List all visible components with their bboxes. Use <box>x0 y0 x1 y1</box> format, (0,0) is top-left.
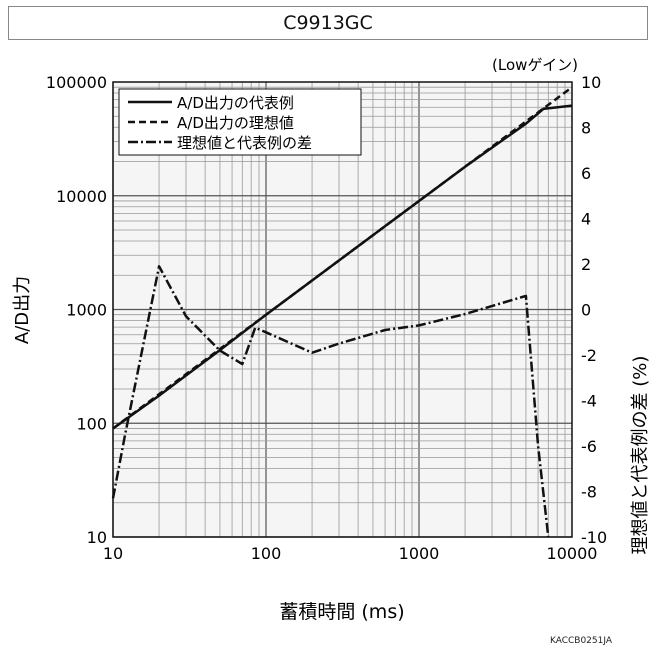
y-right-tick-label: 6 <box>581 164 591 183</box>
y-right-tick-label: 8 <box>581 119 591 138</box>
y-left-tick-label: 100 <box>76 414 107 433</box>
chart-title: C9913GC <box>8 6 648 40</box>
plot-frame <box>112 81 573 538</box>
y-right-tick-label: 4 <box>581 210 591 229</box>
y-right-tick-label: 2 <box>581 255 591 274</box>
x-tick-label: 10000 <box>547 544 598 563</box>
legend-label-difference: 理想値と代表例の差 <box>177 134 312 152</box>
y-axis-label-right: 理想値と代表例の差 (%) <box>630 356 651 555</box>
y-right-tick-label: -2 <box>581 346 597 365</box>
y-right-tick-label: -8 <box>581 483 597 502</box>
right-axis-note: (Lowゲイン) <box>492 56 578 74</box>
y-axis-label-left: A/D出力 <box>12 276 33 344</box>
x-tick-label: 100 <box>251 544 282 563</box>
y-right-tick-label: -10 <box>581 528 607 547</box>
legend-label-representative: A/D出力の代表例 <box>177 94 294 112</box>
x-tick-label: 10 <box>103 544 123 563</box>
y-right-tick-label: -4 <box>581 392 597 411</box>
y-left-tick-label: 100000 <box>46 73 107 92</box>
legend: A/D出力の代表例 A/D出力の理想値 理想値と代表例の差 <box>118 88 362 156</box>
legend-label-ideal: A/D出力の理想値 <box>177 114 294 132</box>
y-left-tick-label: 10000 <box>56 187 107 206</box>
figure-code: KACCB0251JA <box>549 636 612 646</box>
y-right-tick-label: 0 <box>581 301 591 320</box>
series-layer <box>111 86 573 538</box>
x-axis-label: 蓄積時間 (ms) <box>279 601 404 623</box>
series-line-ideal <box>112 86 573 430</box>
y-right-tick-label: -6 <box>581 437 597 456</box>
x-tick-label: 1000 <box>399 544 440 563</box>
grid-lines <box>112 82 572 538</box>
legend-box <box>118 88 362 156</box>
y-right-tick-label: 10 <box>581 73 601 92</box>
tick-labels: 10 100 1000 1000010100100010000100000-10-8-… <box>46 73 607 563</box>
y-left-tick-label: 10 <box>87 528 107 547</box>
y-left-tick-label: 1000 <box>66 301 107 320</box>
